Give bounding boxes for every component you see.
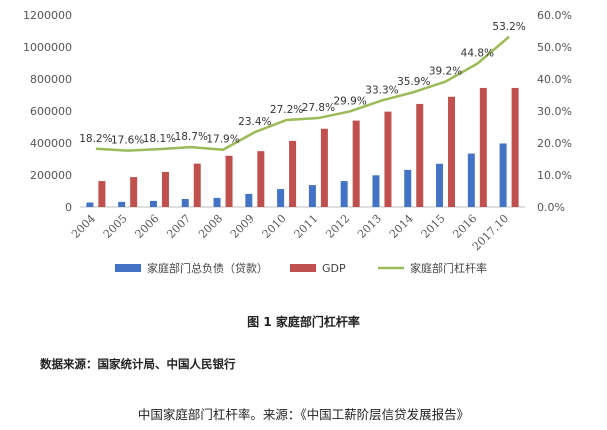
leverage-data-label: 27.8% (302, 102, 335, 114)
debt-bar (467, 153, 475, 207)
gdp-bar (511, 87, 519, 207)
x-tick-label: 2007 (164, 212, 193, 241)
data-source: 数据来源：国家统计局、中国人民银行 (40, 357, 236, 371)
legend-entry: 家庭部门杠杆率 (410, 261, 487, 275)
leverage-line-path (95, 35, 510, 152)
x-axis: 2004 2005 2006 2007 2008 2009 2010 2011 2012 2013… (69, 212, 511, 253)
gdp-bar (448, 96, 456, 207)
leverage-data-label: 17.9% (206, 134, 239, 146)
y-left-tick-label: 800000 (30, 73, 72, 86)
legend-swatch (115, 264, 141, 272)
debt-bar (86, 202, 94, 207)
x-tick-label: 2011 (292, 212, 321, 241)
y-left-tick-label: 0 (65, 201, 72, 214)
leverage-data-label: 18.1% (143, 133, 176, 145)
leverage-data-label: 53.2% (492, 21, 525, 33)
debt-bar (436, 163, 444, 207)
y-left-tick-label: 600000 (30, 105, 72, 118)
right-axis: 0.0% 10.0% 20.0% 30.0% 40.0% 50.0% 60.0% (537, 9, 572, 214)
x-tick-label: 2004 (69, 212, 98, 241)
y-right-tick-label: 50.0% (537, 41, 572, 54)
gdp-bar (161, 171, 169, 207)
leverage-data-label: 23.4% (238, 116, 271, 128)
y-right-tick-label: 0.0% (537, 201, 565, 214)
leverage-data-label: 44.8% (461, 48, 494, 60)
leverage-line: 18.2%17.6%18.1%18.7%17.9% 23.4%27.2%27.8%… (79, 21, 526, 152)
debt-bar (277, 189, 285, 207)
x-tick-label: 2006 (133, 212, 162, 241)
y-right-tick-label: 10.0% (537, 169, 572, 182)
y-right-tick-label: 30.0% (537, 105, 572, 118)
debt-bar (308, 185, 316, 207)
footnote: 中国家庭部门杠杆率。来源：《中国工薪阶层信贷发展报告》 (137, 407, 470, 422)
legend-entry: GDP (322, 262, 346, 275)
y-right-tick-label: 60.0% (537, 9, 572, 22)
gdp-bar (130, 177, 138, 207)
x-tick-label: 2015 (419, 212, 448, 241)
x-tick-label: 2008 (196, 212, 225, 241)
gdp-bar (257, 151, 265, 207)
gdp-bar (225, 155, 233, 207)
debt-bar (213, 197, 221, 207)
x-tick-label: 2010 (260, 212, 289, 241)
figure-caption: 图 1 家庭部门杠杆率 (247, 315, 360, 329)
leverage-data-label: 17.6% (111, 135, 144, 147)
debt-bar (245, 193, 253, 207)
leverage-data-label: 18.7% (175, 131, 208, 143)
y-left-tick-label: 1200000 (23, 9, 72, 22)
y-right-tick-label: 40.0% (537, 73, 572, 86)
gdp-bar (479, 87, 487, 207)
gdp-bar (352, 120, 360, 207)
debt-bar (118, 201, 126, 207)
leverage-data-label: 18.2% (79, 133, 112, 145)
gdp-bar (193, 163, 201, 207)
debt-bar (499, 143, 507, 207)
y-right-tick-label: 20.0% (537, 137, 572, 150)
left-axis: 0 200000 400000 600000 800000 1000000 1200000 (23, 9, 72, 214)
x-tick-label: 2014 (387, 212, 416, 241)
legend-entry: 家庭部门总负债（贷款） (147, 261, 268, 275)
leverage-data-label: 39.2% (429, 66, 462, 78)
leverage-data-label: 27.2% (270, 104, 303, 116)
x-tick-label: 2013 (355, 212, 384, 241)
gdp-bar (289, 140, 297, 207)
x-tick-label: 2005 (101, 212, 130, 241)
x-tick-label: 2016 (450, 212, 479, 241)
bars (86, 87, 519, 207)
y-left-tick-label: 200000 (30, 169, 72, 182)
leverage-data-label: 29.9% (333, 95, 366, 107)
gdp-bar (384, 111, 392, 207)
x-tick-label: 2009 (228, 212, 257, 241)
leverage-data-label: 35.9% (397, 76, 430, 88)
gdp-bar (98, 181, 106, 207)
debt-bar (372, 175, 380, 207)
y-left-tick-label: 400000 (30, 137, 72, 150)
leverage-data-label: 33.3% (365, 84, 398, 96)
y-left-tick-label: 1000000 (23, 41, 72, 54)
legend-swatch (290, 264, 316, 272)
debt-bar (149, 200, 157, 207)
gdp-bar (320, 128, 328, 207)
debt-bar (181, 199, 189, 207)
chart: 020000040000060000080000010000001200000 … (23, 9, 572, 275)
debt-bar (340, 181, 348, 207)
legend: 家庭部门总负债（贷款） GDP 家庭部门杠杆率 (115, 261, 487, 275)
gdp-bar (416, 103, 424, 207)
x-tick-label: 2012 (323, 212, 352, 241)
debt-bar (404, 169, 412, 207)
